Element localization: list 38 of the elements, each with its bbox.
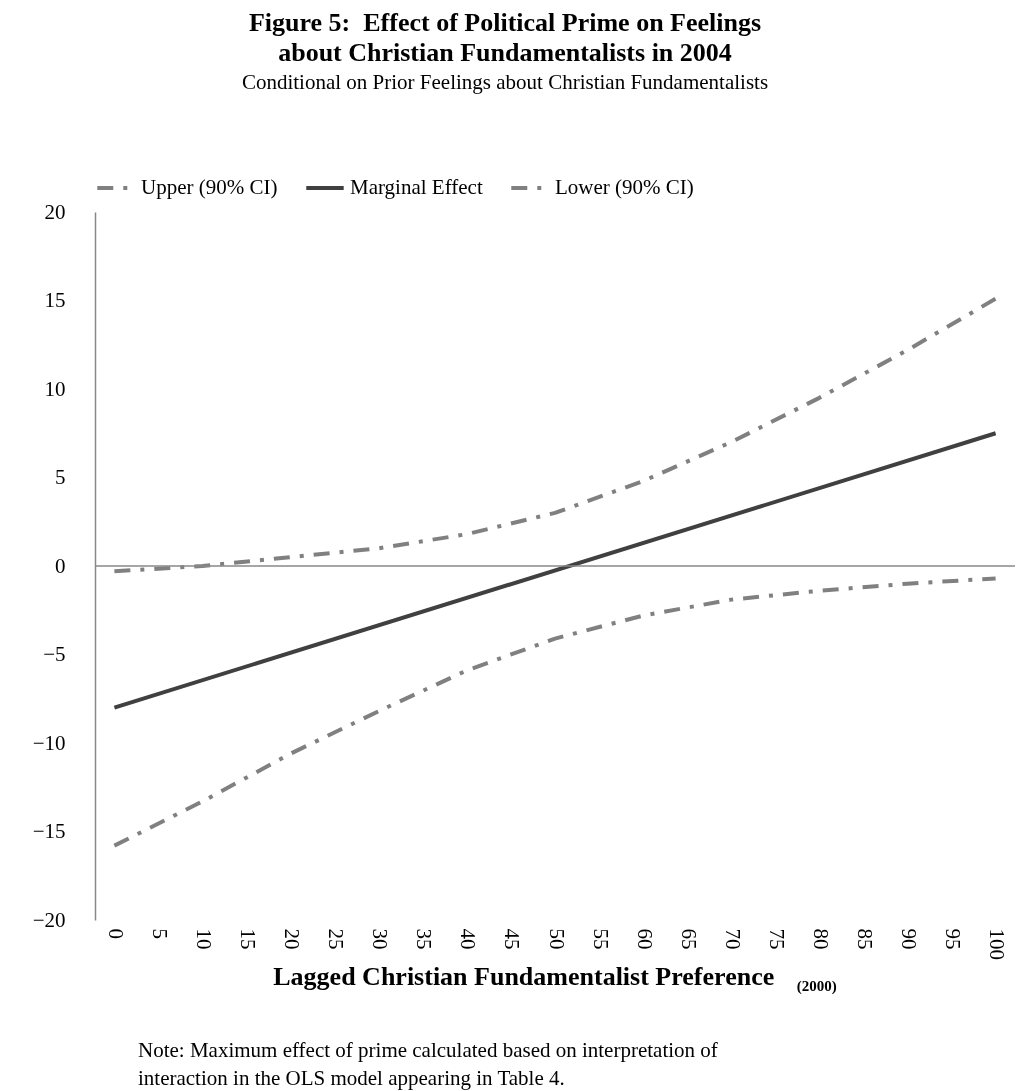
y-tick-label: 20 — [44, 199, 66, 224]
x-tick-label: 65 — [676, 928, 701, 950]
x-tick-label: 60 — [632, 928, 657, 950]
text: Note: Maximum effect of prime calculated based on interpretation of interaction in the OLS model appearing in Table 4. — [138, 1037, 719, 1091]
y-tick-label: 0 — [55, 553, 66, 578]
line-series — [112, 576, 998, 848]
x-tick-label: 20 — [280, 928, 305, 950]
y-tick-label: −20 — [32, 907, 66, 932]
x-tick-label: 100 — [985, 928, 1010, 960]
x-tick-label: 5 — [147, 928, 172, 939]
legend-label: Upper (90% CI) — [141, 175, 278, 199]
x-tick-label: 10 — [192, 928, 217, 950]
x-tick-label: 45 — [500, 928, 525, 950]
x-axis-title: Lagged Christian Fundamentalist Preference $_{(2000)}$ — [272, 962, 838, 996]
legend-label: Lower (90% CI) — [555, 175, 694, 199]
x-tick-label: 30 — [368, 928, 393, 950]
chart-subtitle: Conditional on Prior Feelings about Christian Fundamentalists — [240, 70, 770, 95]
y-tick-label: −10 — [32, 730, 66, 755]
x-tick-label: 55 — [588, 928, 613, 950]
chart-title: Figure 5: Effect of Political Prime on Feelings about Christian Fundamentalists in 2004 — [247, 8, 763, 68]
x-tick-label: 70 — [720, 928, 745, 950]
y-tick-label: −5 — [43, 642, 66, 666]
x-tick-label: 0 — [103, 928, 128, 939]
x-tick-label: 15 — [236, 928, 261, 950]
x-tick-label: 40 — [456, 928, 481, 950]
x-tick-label: 25 — [324, 928, 349, 950]
x-tick-label: 95 — [941, 928, 966, 950]
x-tick-label: 85 — [852, 928, 877, 950]
y-tick-label: 15 — [44, 288, 66, 312]
legend-label: Marginal Effect — [350, 175, 483, 199]
y-tick-label: 10 — [44, 376, 66, 401]
y-tick-label: −15 — [32, 819, 66, 843]
x-tick-label: 50 — [544, 928, 569, 950]
x-tick-label: 80 — [808, 928, 833, 950]
x-tick-label: 75 — [764, 928, 789, 950]
y-tick-label: 5 — [55, 465, 66, 489]
x-tick-label: 35 — [412, 928, 437, 950]
x-tick-label: 90 — [896, 928, 921, 950]
